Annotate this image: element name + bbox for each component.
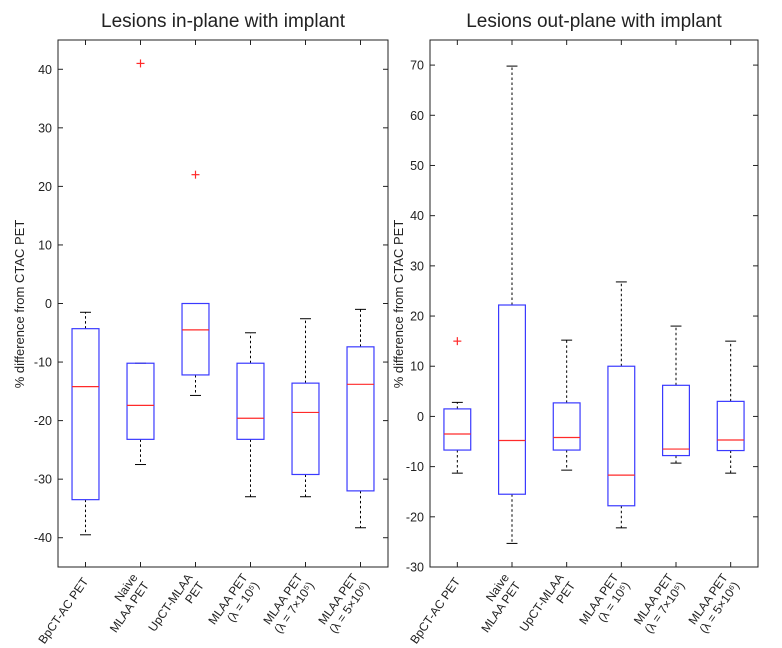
- box: [181, 302, 210, 376]
- y-axis-label-left: % difference from CTAC PET: [12, 220, 27, 389]
- y-tick-label: 30: [38, 121, 52, 135]
- y-tick-label: -10: [406, 460, 424, 474]
- y-tick-label: 40: [410, 209, 424, 223]
- y-tick-label: -40: [34, 531, 52, 545]
- y-tick-label: 30: [410, 259, 424, 273]
- outlier-point: [453, 337, 462, 346]
- y-tick-label: 20: [38, 180, 52, 194]
- box: [71, 328, 100, 501]
- y-axis-label-right: % difference from CTAC PET: [391, 220, 406, 389]
- chart-panel-out-plane: Lesions out-plane with implant -30 -20 -10…: [406, 11, 759, 646]
- x-category-label: NaiveMLAA PET: [95, 570, 152, 635]
- x-category-label: MLAA PET(λ = 7×10⁵): [260, 570, 318, 635]
- x-category-label: BpCT-AC PET: [35, 574, 91, 646]
- box: [607, 365, 636, 507]
- x-category-label: MLAA PET(λ = 7×10⁵): [630, 570, 688, 635]
- box: [126, 362, 155, 440]
- plot-frame: [57, 39, 389, 568]
- box: [552, 402, 581, 451]
- y-tick-label: -30: [406, 561, 424, 575]
- outlier-point: [191, 170, 200, 179]
- y-tick-label: 10: [410, 360, 424, 374]
- y-tick-label: 20: [410, 310, 424, 324]
- box: [443, 408, 472, 451]
- x-category-label: MLAA PET(λ = 5×10⁶): [315, 570, 373, 635]
- x-category-label: MLAA PET(λ = 10⁵): [576, 570, 633, 635]
- y-tick-label: 60: [410, 109, 424, 123]
- y-tick-label: 10: [38, 238, 52, 252]
- y-tick-label: 40: [38, 63, 52, 77]
- y-tick-label: -10: [34, 356, 52, 370]
- plot-marks: -30 -20 -10 0 10 20 30 40 50 60 70 BpCT-AC PET Naive…: [406, 40, 758, 646]
- x-category-label: UpCT-MLAAPET: [517, 570, 579, 642]
- y-tick-label: 50: [410, 159, 424, 173]
- box: [662, 384, 690, 457]
- chart-title: Lesions out-plane with implant: [466, 11, 722, 32]
- y-tick-label: 70: [410, 59, 424, 73]
- box: [236, 362, 265, 440]
- outlier-point: [136, 59, 145, 68]
- x-category-label: NaiveMLAA PET: [467, 570, 524, 635]
- y-tick-label: -20: [34, 414, 52, 428]
- y-tick-label: 0: [417, 410, 424, 424]
- plot-marks: -40 -30 -20 -10 0 10 20 30 40 BpCT-AC PET NaiveMLA…: [34, 40, 388, 646]
- x-category-label: UpCT-MLAAPET: [145, 570, 207, 642]
- y-tick-label: -20: [406, 510, 424, 524]
- x-category-label-line: BpCT-AC PET: [35, 574, 91, 646]
- y-tick-label: 0: [45, 297, 52, 311]
- box: [498, 304, 526, 495]
- chart-title: Lesions in-plane with implant: [101, 11, 346, 32]
- box: [346, 346, 375, 492]
- plot-frame: [429, 39, 759, 568]
- chart-panel-in-plane: Lesions in-plane with implant -40-30-20-…: [34, 11, 389, 646]
- box: [716, 400, 745, 452]
- x-category-label: MLAA PET(λ = 10⁵): [205, 570, 262, 635]
- box: [291, 382, 320, 476]
- x-category-label-line: BpCT-AC PET: [407, 574, 463, 646]
- x-category-label: BpCT-AC PET: [407, 574, 463, 646]
- x-category-label: MLAA PET(λ = 5×10⁶): [685, 570, 743, 635]
- y-tick-label: -30: [34, 473, 52, 487]
